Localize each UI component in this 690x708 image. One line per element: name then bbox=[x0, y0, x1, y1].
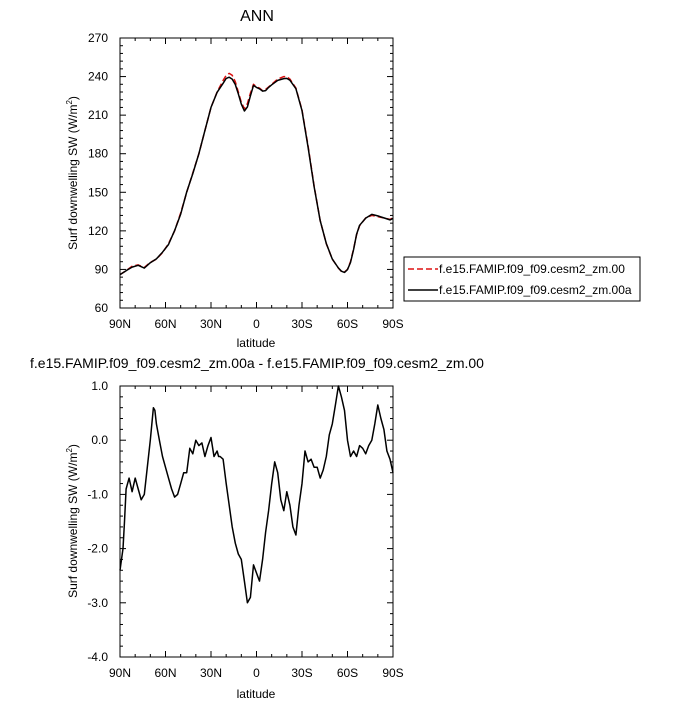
bottom-x-tick-label-1: 60N bbox=[154, 666, 176, 680]
bottom-y-tick-label-4: 0.0 bbox=[91, 433, 108, 447]
legend-entry-1: f.e15.FAMIP.f09_f09.cesm2_zm.00a bbox=[408, 283, 632, 297]
top-y-tick-label-1: 90 bbox=[95, 262, 109, 276]
top-x-axis-label: latitude bbox=[237, 336, 276, 350]
top-series-lines bbox=[119, 72, 394, 276]
bottom-series-lines bbox=[119, 385, 394, 604]
top-y-tick-label-3: 150 bbox=[88, 185, 108, 199]
top-y-tick-labels: 60 90 120 150 180 210 240 270 bbox=[88, 31, 108, 315]
legend-label-1: f.e15.FAMIP.f09_f09.cesm2_zm.00a bbox=[439, 283, 632, 297]
bottom-panel: f.e15.FAMIP.f09_f09.cesm2_zm.00a - f.e15… bbox=[30, 355, 484, 701]
top-series-line-0 bbox=[119, 72, 394, 276]
top-x-tick-label-1: 60N bbox=[154, 317, 176, 331]
top-ticks bbox=[119, 37, 394, 309]
top-y-tick-label-4: 180 bbox=[88, 147, 108, 161]
bottom-x-axis-label: latitude bbox=[237, 687, 276, 701]
top-x-tick-labels: 90N 60N 30N 0 30S 60S 90S bbox=[109, 317, 404, 331]
bottom-y-axis-label: Surf downwelling SW (W/m2) bbox=[65, 444, 80, 598]
top-y-tick-label-2: 120 bbox=[88, 224, 108, 238]
top-y-tick-label-6: 240 bbox=[88, 70, 108, 84]
top-x-tick-label-3: 0 bbox=[253, 317, 260, 331]
bottom-series-line-0 bbox=[119, 385, 394, 604]
bottom-y-tick-labels: -4.0 -3.0 -2.0 -1.0 0.0 1.0 bbox=[87, 379, 108, 664]
top-x-tick-label-0: 90N bbox=[109, 317, 131, 331]
bottom-x-tick-label-0: 90N bbox=[109, 666, 131, 680]
bottom-x-tick-label-3: 0 bbox=[253, 666, 260, 680]
bottom-y-tick-label-0: -4.0 bbox=[87, 650, 108, 664]
top-plot-frame bbox=[119, 37, 394, 309]
bottom-y-tick-label-2: -2.0 bbox=[87, 542, 108, 556]
top-panel: ANN 90N 60N 30N 0 30S 60S 90S 60 90 120 150 180 210… bbox=[65, 8, 641, 350]
bottom-y-tick-label-5: 1.0 bbox=[91, 379, 108, 393]
bottom-chart-title: f.e15.FAMIP.f09_f09.cesm2_zm.00a - f.e15… bbox=[30, 355, 484, 371]
legend-entry-0: f.e15.FAMIP.f09_f09.cesm2_zm.00 bbox=[408, 262, 625, 276]
top-y-axis-label: Surf downwelling SW (W/m2) bbox=[65, 96, 80, 250]
top-chart-title: ANN bbox=[240, 8, 274, 25]
bottom-x-tick-label-6: 90S bbox=[382, 666, 403, 680]
top-y-tick-label-5: 210 bbox=[88, 108, 108, 122]
top-x-tick-label-6: 90S bbox=[382, 317, 403, 331]
legend-box bbox=[403, 256, 641, 302]
bottom-x-tick-label-2: 30N bbox=[200, 666, 222, 680]
top-series-line-1 bbox=[119, 76, 394, 276]
top-y-tick-label-0: 60 bbox=[95, 301, 109, 315]
top-x-tick-label-4: 30S bbox=[291, 317, 312, 331]
bottom-y-tick-label-1: -3.0 bbox=[87, 596, 108, 610]
top-y-tick-label-7: 270 bbox=[88, 31, 108, 45]
top-x-tick-label-2: 30N bbox=[200, 317, 222, 331]
bottom-plot-frame bbox=[119, 385, 394, 658]
bottom-x-tick-label-5: 60S bbox=[337, 666, 358, 680]
legend: f.e15.FAMIP.f09_f09.cesm2_zm.00 f.e15.FA… bbox=[403, 256, 641, 302]
bottom-y-tick-label-3: -1.0 bbox=[87, 487, 108, 501]
top-x-tick-label-5: 60S bbox=[337, 317, 358, 331]
bottom-x-tick-label-4: 30S bbox=[291, 666, 312, 680]
legend-label-0: f.e15.FAMIP.f09_f09.cesm2_zm.00 bbox=[439, 262, 625, 276]
bottom-ticks bbox=[119, 385, 394, 658]
bottom-x-tick-labels: 90N 60N 30N 0 30S 60S 90S bbox=[109, 666, 404, 680]
